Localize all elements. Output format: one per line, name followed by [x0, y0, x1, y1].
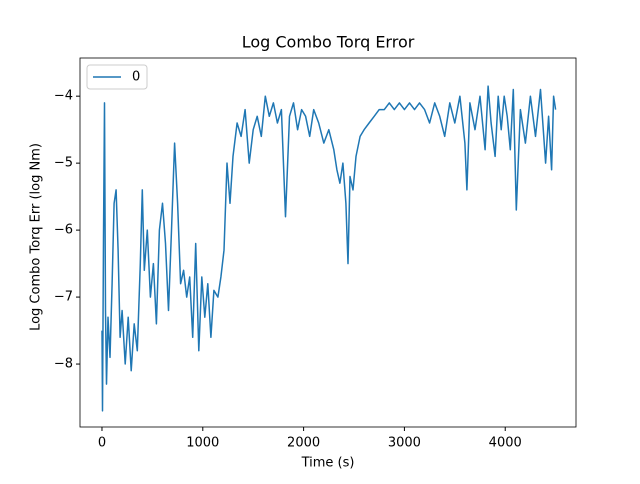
x-tick-label: 4000 [489, 436, 522, 451]
legend-label: 0 [132, 70, 140, 85]
x-axis-label: Time (s) [301, 456, 355, 471]
line [101, 85, 557, 412]
y-tick-label: −8 [54, 357, 73, 372]
y-tick-label: −5 [54, 156, 73, 171]
x-tick-label: 3000 [388, 436, 421, 451]
y-tick-label: −7 [54, 290, 73, 305]
x-tick-label: 1000 [186, 436, 219, 451]
plot-frame [79, 57, 577, 428]
y-tick-label: −6 [54, 223, 73, 238]
y-axis-label: Log Combo Torq Err (log Nm) [29, 143, 44, 331]
y-tick-label: −4 [54, 89, 73, 104]
x-tick-label: 0 [98, 436, 106, 451]
chart-title: Log Combo Torq Error [242, 33, 415, 52]
x-tick-label: 2000 [287, 436, 320, 451]
